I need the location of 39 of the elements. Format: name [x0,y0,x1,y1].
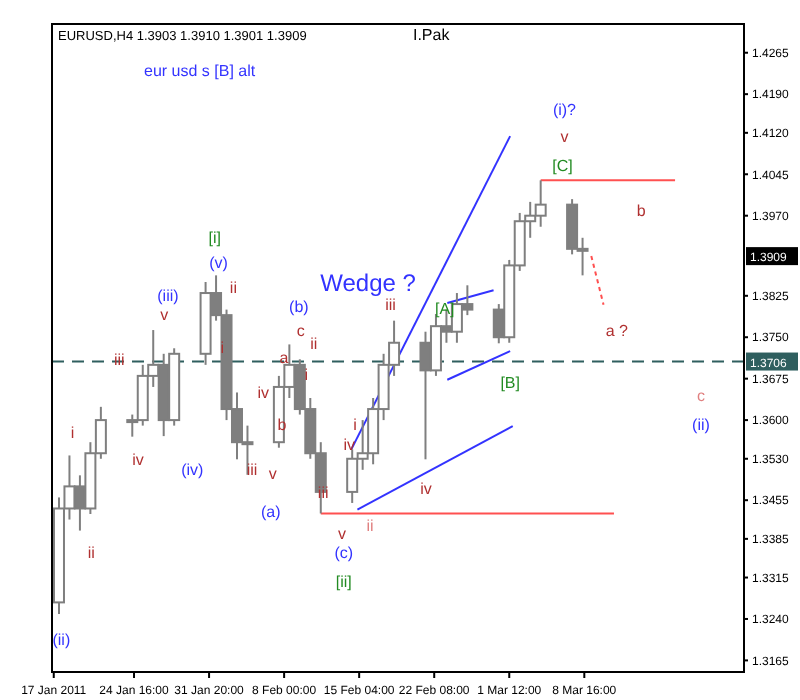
annotation: ii [229,279,238,298]
annotation: v [560,128,569,147]
annotation: i [304,366,309,385]
annotation: (iv) [181,460,205,479]
annotation: (ii) [52,631,71,650]
annotation: iv [257,383,270,402]
annotation: [C] [552,157,573,176]
annotation: v [268,464,277,483]
annotation: ii [366,516,374,535]
annotation: iv [132,451,144,470]
annotation: iii [385,296,397,315]
annotation: (b) [289,298,310,317]
annotation: c [296,321,305,340]
annotation: b [636,201,647,220]
annotation: iv [343,435,356,454]
annotation: iv [420,480,432,499]
annotation: v [337,524,346,543]
annotation: (c) [334,544,354,563]
annotation: I.Pak [412,25,452,44]
text: eur usd s [B] alt [144,62,257,80]
annotation: [ii] [335,573,352,592]
annotation: iii [246,460,258,479]
annotation: ii [87,544,96,563]
annotation: (a) [261,503,282,522]
annotation: a [279,348,290,367]
annotation: (ii) [692,416,711,435]
annotation: (iii) [157,286,180,305]
annotation: ii [310,335,318,354]
annotation: [B] [500,373,520,392]
annotation: v [160,306,169,325]
annotation: Wedge ? [320,269,417,298]
annotation: i [220,339,225,358]
annotation: (i)? [552,101,578,120]
annotation: [i] [208,228,221,247]
annotation: i [70,424,75,443]
annotation: a ? [605,321,630,340]
annotation: i [353,416,358,435]
annotation: (v) [209,253,229,272]
annotation: c [696,387,705,406]
